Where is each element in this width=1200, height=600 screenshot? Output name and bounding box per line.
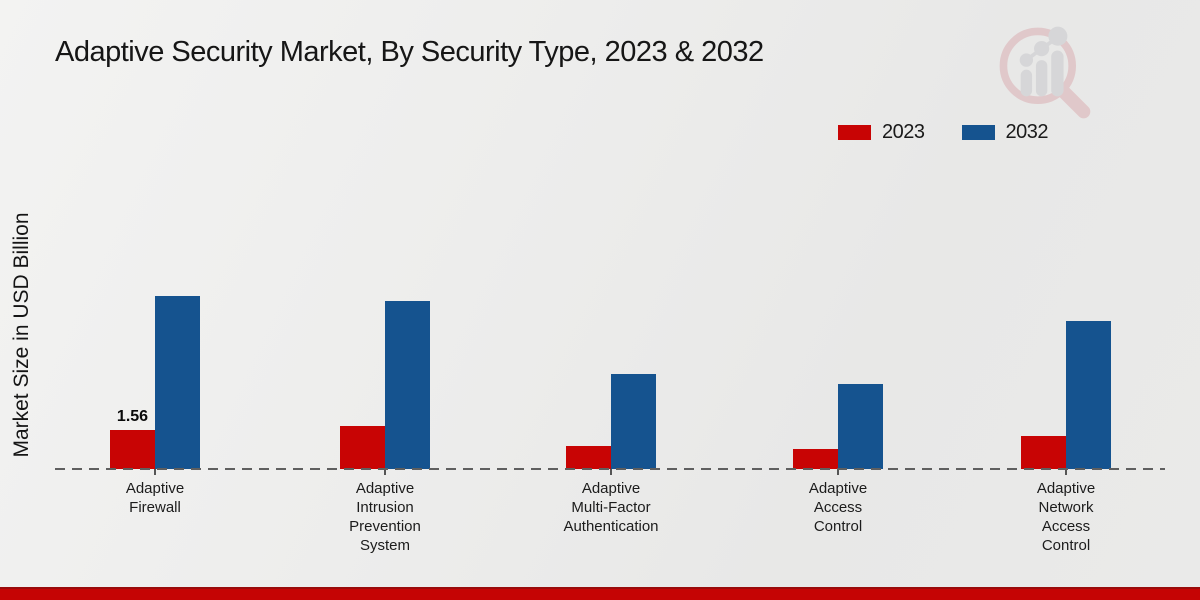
- bar-2023-adaptive-firewall: [110, 430, 155, 469]
- bar-value-label-2023-adaptive-firewall: 1.56: [116, 408, 149, 425]
- brand-watermark: [992, 20, 1097, 130]
- x-axis-tick-adaptive-firewall: [154, 469, 156, 475]
- bar-2032-adaptive-access-control: [838, 384, 883, 469]
- x-axis-tick-adaptive-multi-factor-authentication: [610, 469, 612, 475]
- category-label-adaptive-multi-factor-authentication: Adaptive Multi-Factor Authentication: [563, 480, 659, 535]
- market-research-future-magnifier-logo-icon: [999, 26, 1091, 119]
- bar-2023-adaptive-network-access-control: [1021, 436, 1066, 469]
- x-axis-tick-adaptive-access-control: [837, 469, 839, 475]
- bar-2023-adaptive-multi-factor-authentication: [566, 446, 611, 469]
- category-label-adaptive-network-access-control: Adaptive Network Access Control: [1036, 480, 1096, 554]
- bar-2032-adaptive-intrusion-prevention-system: [385, 301, 430, 469]
- bar-2032-adaptive-network-access-control: [1066, 321, 1111, 469]
- x-axis-tick-adaptive-network-access-control: [1065, 469, 1067, 475]
- legend-label-2032: 2032: [1005, 121, 1049, 143]
- bar-2023-adaptive-access-control: [793, 449, 838, 469]
- footer-accent-bar: [0, 587, 1200, 600]
- legend-swatch-2023: [838, 125, 871, 140]
- x-axis-tick-adaptive-intrusion-prevention-system: [384, 469, 386, 475]
- category-label-adaptive-intrusion-prevention-system: Adaptive Intrusion Prevention System: [349, 480, 421, 554]
- category-label-adaptive-access-control: Adaptive Access Control: [808, 480, 868, 535]
- legend-swatch-2032: [961, 125, 995, 140]
- chart-legend: 2023 2032: [838, 121, 1048, 144]
- legend-label-2023: 2023: [882, 121, 925, 143]
- chart-title: Adaptive Security Market, By Security Ty…: [55, 36, 764, 68]
- y-axis-title: Market Size in USD Billion: [10, 212, 33, 458]
- legend-item-2023: 2023: [838, 121, 925, 144]
- legend-item-2032: 2032: [961, 121, 1049, 144]
- bar-2032-adaptive-multi-factor-authentication: [611, 374, 656, 469]
- bar-2023-adaptive-intrusion-prevention-system: [340, 426, 385, 469]
- bar-2032-adaptive-firewall: [155, 296, 200, 469]
- category-label-adaptive-firewall: Adaptive Firewall: [125, 480, 185, 516]
